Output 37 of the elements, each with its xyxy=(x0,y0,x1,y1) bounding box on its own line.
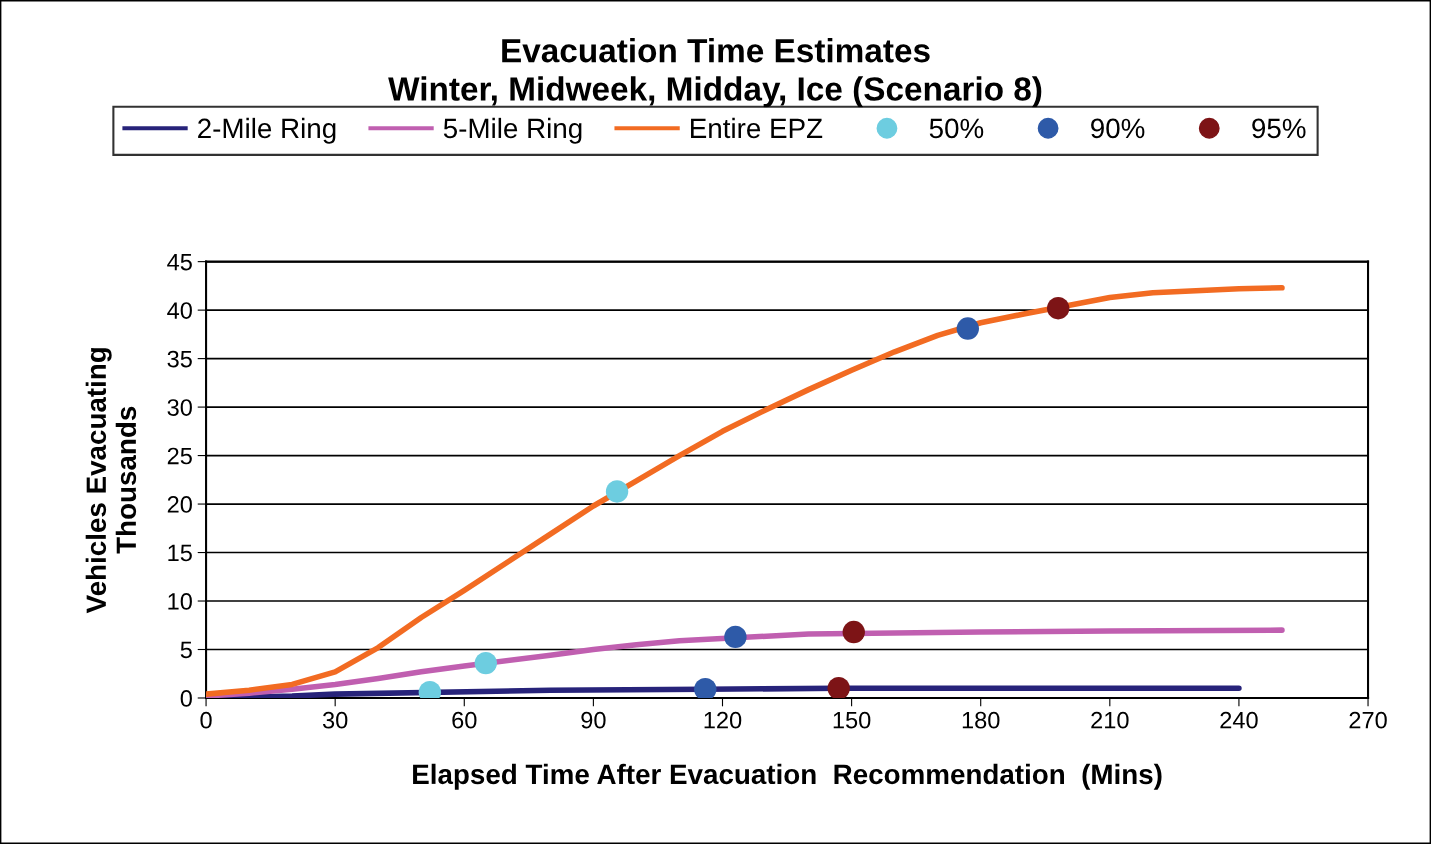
y-tick-label: 45 xyxy=(167,253,192,271)
point xyxy=(842,620,865,644)
point xyxy=(474,651,497,675)
y-tick-label: 40 xyxy=(167,302,192,319)
point xyxy=(605,480,629,503)
point xyxy=(724,625,747,649)
x-tick-label: 240 xyxy=(1220,711,1258,729)
y-tick-label: 15 xyxy=(168,544,192,562)
x-tick-label: 270 xyxy=(1349,711,1387,729)
legend-label: 5-Mile Ring xyxy=(443,117,582,144)
legend-label: 2-Mile Ring xyxy=(198,117,336,144)
point xyxy=(827,677,850,698)
y-tick-label: 20 xyxy=(167,496,192,513)
y-tick-label: 25 xyxy=(167,447,192,465)
y-tick-label: 10 xyxy=(168,593,192,610)
y-tick-label: 35 xyxy=(167,350,192,368)
legend-label: 50% xyxy=(929,118,984,139)
x-axis-title: Elapsed Time After Evacuation Recommendation (Mins) xyxy=(413,763,1162,790)
point xyxy=(694,678,717,698)
y-axis-title: Vehicles Evacuating Thousands xyxy=(85,348,137,614)
x-tick-label: 210 xyxy=(1091,711,1129,729)
chart-title: Evacuation Time Estimates Winter, Midweek, Midday, Ice (Scenario 8) xyxy=(388,37,1042,108)
point xyxy=(1046,296,1070,320)
x-tick-label: 30 xyxy=(322,711,348,729)
x-tick-label: 90 xyxy=(581,711,606,729)
legend-label: 90% xyxy=(1091,118,1145,139)
x-tick-label: 120 xyxy=(704,711,742,729)
y-tick-label: 0 xyxy=(180,690,192,707)
x-tick-label: 150 xyxy=(833,711,871,729)
y-tick-label: 30 xyxy=(167,399,192,416)
x-tick-label: 180 xyxy=(962,711,1000,729)
legend-label: Entire EPZ xyxy=(691,117,823,139)
point xyxy=(956,317,979,340)
x-tick-label: 0 xyxy=(200,711,212,729)
y-tick-label: 5 xyxy=(180,641,192,659)
x-tick-label: 60 xyxy=(452,711,477,729)
legend-label: 95% xyxy=(1252,118,1306,139)
